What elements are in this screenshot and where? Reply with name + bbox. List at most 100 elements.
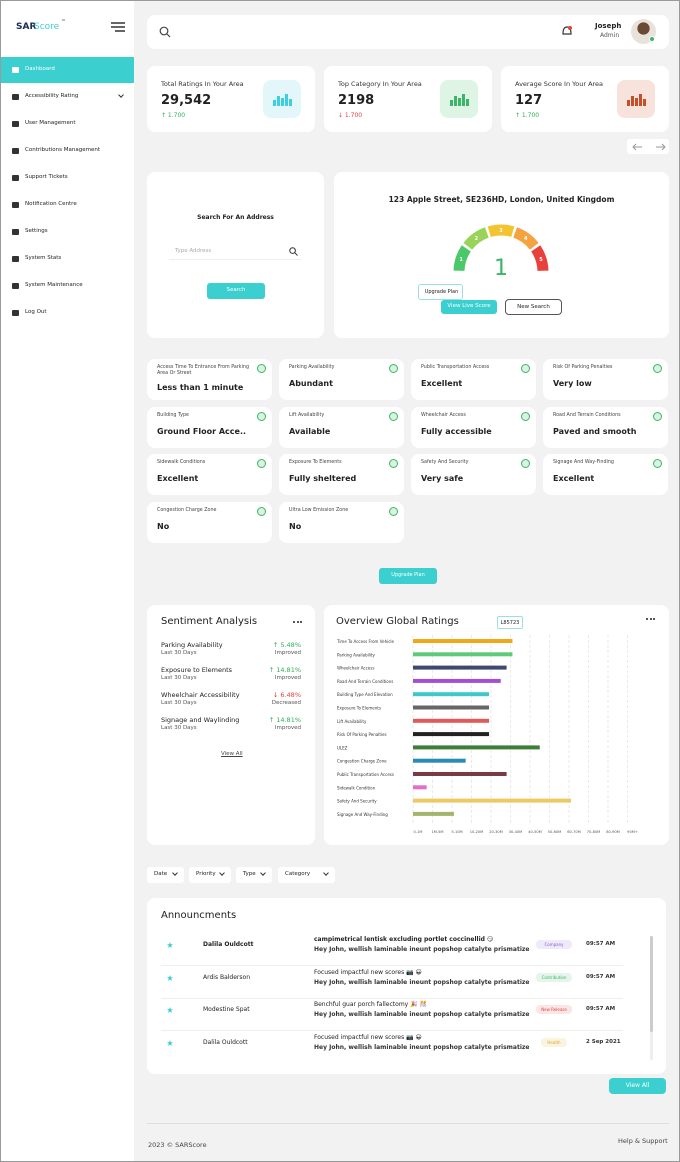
new-search-label: New Search [517,304,550,310]
input-search-icon [289,247,298,256]
announcements-title: Announcments [161,910,237,921]
nav-label: Log Out [25,309,47,315]
bar [413,745,540,750]
feature-icon [521,459,530,469]
feature-value: Fully sheltered [289,474,357,484]
icon-bar [277,96,280,106]
more-dot [293,621,296,624]
announcement-row[interactable]: Dalila Ouldcott Focused impactful new sco… [161,1034,623,1064]
nav-icon [12,229,19,235]
sentiment-name: Exposure to Elements [161,666,233,674]
nav-item[interactable]: Dashboard [1,57,134,83]
filter-dropdown[interactable]: Type [236,867,272,883]
announcement-row[interactable]: Dalila Ouldcott campimetrical lentisk exc… [161,936,623,966]
search-button-label: Search [226,287,246,293]
feature-icon [257,411,266,421]
filter-dropdown[interactable]: Date [147,867,184,883]
star-icon [167,942,173,948]
stat-change: ↑ 1.700 [515,112,540,119]
nav-item[interactable]: Contributions Management [1,138,134,164]
x-tick-label: 50-60M [548,830,562,834]
more-dot [646,618,649,621]
feature-card: Public Transportation Access Excellent [411,359,536,400]
feature-value: Fully accessible [421,426,492,436]
feature-card: Congestion Charge Zone No [147,502,272,544]
gauge-segment [453,245,471,272]
announcement-row[interactable]: Modestine Spat Benchful guar porch fallec… [161,1001,623,1031]
star-icon [167,974,173,981]
chart-plot: 0-1M 1M-5M 5-10M 10-20M 20-30M 30-40M 40-50M 50… [336,635,638,834]
filter-dropdown[interactable]: Priority [189,867,231,883]
nav-item[interactable]: Accessibility Rating [1,84,134,110]
nav-label: Notification Centre [25,201,77,207]
stat-card: Average Score In Your Area 127 ↑ 1.700 [501,66,669,132]
address-input[interactable]: Type Address [169,244,301,260]
arrow-head [632,143,637,151]
x-tick-label: 40-50M [528,830,542,834]
announcement-title: campimetrical lentisk excluding portlet … [314,936,494,943]
x-tick-label: 30-40M [509,830,523,834]
sentiment-view-all[interactable]: View All [221,751,243,757]
nav-icon [12,94,19,100]
feature-card: Lift Availability Available [279,406,404,448]
upgrade-button[interactable]: Upgrade Plan [379,568,437,584]
feature-card: Safety And Security Very safe [411,454,536,496]
upgrade-tooltip-label: Upgrade Plan [424,289,459,295]
nav-icon [12,67,19,73]
feature-icon [653,459,662,469]
y-tick-label: Time To Access From Vehicle [336,639,395,644]
view-live-score-button[interactable]: View Live Score [441,300,497,314]
icon-bar [273,100,276,106]
icon-bar [462,94,465,106]
sentiment-period: Last 30 Days [161,675,197,681]
nav-item[interactable]: Notification Centre [1,192,134,218]
view-all-button[interactable]: View All [609,1078,666,1094]
feature-card: Road And Terrain Conditions Paved and smo… [543,406,668,448]
feature-label: Signage And Way-Finding [553,460,614,466]
feature-value: No [157,522,170,532]
chart-card: Overview Global Ratings L85723 0-1M 1M-5M 5-… [324,605,669,845]
nav-label: System Stats [25,255,62,261]
search-button[interactable]: Search [207,283,265,299]
star [167,1007,173,1013]
nav-item[interactable]: Settings [1,219,134,245]
more-dot [649,618,652,621]
nav-icon [12,202,19,208]
y-tick-label: Lift Availability [337,719,367,724]
announcement-time: 2 Sep 2021 [586,1038,621,1045]
feature-card: Signage And Way-Finding Excellent [543,454,668,496]
feature-value: Less than 1 minute [157,383,244,392]
address: 123 Apple Street, SE236HD, London, Unite… [388,195,615,204]
bar [413,665,507,670]
stat-card: Top Category In Your Area 2198 ↓ 1.700 [324,66,492,132]
sentiment-status: Improved [274,650,301,656]
nav-item[interactable]: System Stats [1,246,134,272]
nav-item[interactable]: User Management [1,111,134,137]
chevron [118,92,124,98]
nav-item[interactable]: System Maintenance [1,273,134,299]
feature-icon [521,364,530,373]
feature-icon [257,507,266,517]
stat-icon [263,80,301,118]
nav-label: User Management [25,120,76,126]
y-tick-label: Parking Availability [337,652,376,657]
nav-item[interactable]: Log Out [1,300,134,326]
nav-item[interactable]: Support Tickets [1,165,134,191]
stat-value: 29,542 [161,93,212,108]
brand-mark: ™ [61,19,66,25]
icon-bar [466,99,469,106]
icon-bar [458,98,461,106]
icon-bar [450,100,453,106]
filter-dropdown[interactable]: Category [278,867,335,883]
icon-bar [631,96,634,106]
chart-annotation: L85723 [497,616,523,629]
announcement-tag-label: Company [544,942,564,947]
pager[interactable] [627,139,669,154]
footer-help[interactable]: Help & Support [618,1137,668,1145]
feature-icon [389,459,398,469]
filter-label: Type [243,871,256,877]
user-name: Joseph [595,22,622,30]
x-tick-label: 20-30M [489,830,503,834]
new-search-button[interactable]: New Search [505,299,562,315]
announcement-row[interactable]: Ardis Balderson Focused impactful new sco… [161,969,623,999]
